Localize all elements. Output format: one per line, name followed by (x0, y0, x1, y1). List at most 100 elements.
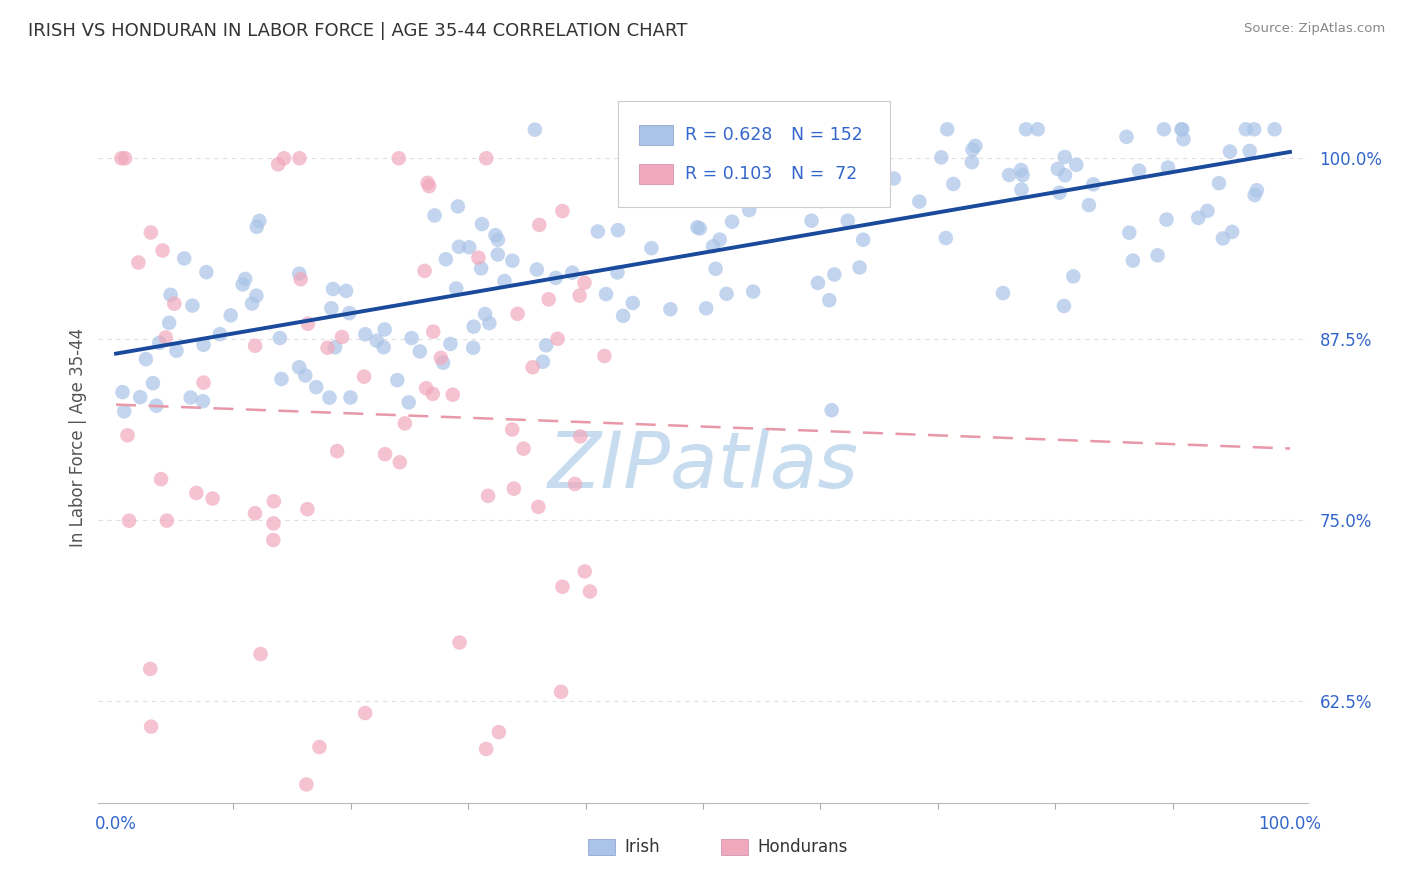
Point (159, 287, 181, 301)
Text: N =  72: N = 72 (792, 165, 858, 183)
Point (463, 319, 485, 334)
Point (523, 122, 546, 136)
Point (659, 302, 682, 317)
Point (695, 301, 717, 316)
Text: ZIP​atlas: ZIP​atlas (547, 428, 859, 504)
Point (434, 252, 457, 267)
Point (416, 176, 439, 190)
Point (1264, 122, 1286, 136)
Point (1197, 203, 1219, 218)
Point (232, 277, 254, 292)
Point (595, 287, 617, 301)
Point (1187, 211, 1209, 225)
Point (1118, 226, 1140, 240)
Point (193, 376, 215, 390)
Point (180, 391, 202, 405)
Point (853, 161, 876, 176)
Point (152, 244, 174, 258)
Point (579, 584, 602, 599)
Point (1122, 253, 1144, 268)
Point (1171, 122, 1194, 136)
Point (714, 125, 737, 139)
Point (474, 307, 496, 321)
Point (606, 265, 628, 279)
Point (447, 240, 470, 254)
Bar (721, 839, 748, 855)
Point (409, 344, 432, 359)
Point (1053, 299, 1076, 313)
Text: R = 0.103: R = 0.103 (685, 165, 772, 183)
Point (1010, 182, 1032, 196)
Point (157, 316, 180, 330)
Point (290, 272, 312, 286)
Point (942, 177, 965, 191)
Point (297, 317, 319, 331)
Point (240, 296, 263, 310)
Point (478, 316, 501, 330)
Point (494, 274, 516, 288)
Point (129, 390, 152, 404)
Point (430, 351, 453, 365)
Point (965, 138, 987, 153)
Point (388, 151, 411, 165)
Text: N = 152: N = 152 (792, 126, 863, 144)
Point (704, 261, 727, 276)
Point (181, 299, 204, 313)
Point (305, 380, 328, 394)
Point (621, 296, 644, 310)
Point (1146, 248, 1168, 262)
Point (1062, 269, 1084, 284)
Point (415, 381, 437, 395)
Point (716, 286, 738, 301)
Point (551, 204, 574, 219)
Point (294, 368, 316, 383)
Point (112, 404, 135, 418)
Point (263, 516, 285, 531)
Point (243, 506, 266, 520)
Point (1219, 145, 1241, 159)
Point (574, 276, 596, 290)
Point (394, 417, 416, 431)
Point (960, 155, 983, 169)
Point (1053, 168, 1076, 182)
Point (330, 330, 353, 344)
Point (522, 360, 544, 375)
Point (326, 444, 349, 458)
Y-axis label: In Labor Force | Age 35-44: In Labor Force | Age 35-44 (69, 327, 87, 547)
Point (208, 327, 231, 342)
Point (418, 179, 440, 194)
Point (191, 394, 214, 409)
Point (1015, 122, 1038, 136)
Point (1083, 178, 1105, 192)
Point (1212, 231, 1234, 245)
Point (1239, 144, 1261, 158)
Point (747, 184, 769, 198)
Point (422, 325, 444, 339)
Point (139, 226, 162, 240)
Point (823, 268, 845, 282)
Point (685, 184, 707, 198)
Point (114, 151, 136, 165)
Point (721, 215, 744, 229)
Point (155, 330, 177, 344)
Point (463, 341, 485, 355)
Point (848, 260, 870, 275)
Point (477, 489, 499, 503)
Point (444, 281, 467, 295)
Point (475, 151, 498, 165)
Point (534, 338, 557, 352)
Point (547, 332, 569, 346)
Point (1077, 198, 1099, 212)
Point (366, 334, 388, 348)
Point (475, 742, 498, 756)
Point (962, 143, 984, 157)
Point (166, 343, 188, 358)
Point (1053, 150, 1076, 164)
Point (321, 301, 343, 316)
Point (163, 296, 186, 310)
Point (117, 428, 139, 442)
Point (763, 122, 786, 136)
Point (1046, 161, 1069, 176)
Point (486, 233, 509, 247)
Text: R = 0.628: R = 0.628 (685, 126, 772, 144)
